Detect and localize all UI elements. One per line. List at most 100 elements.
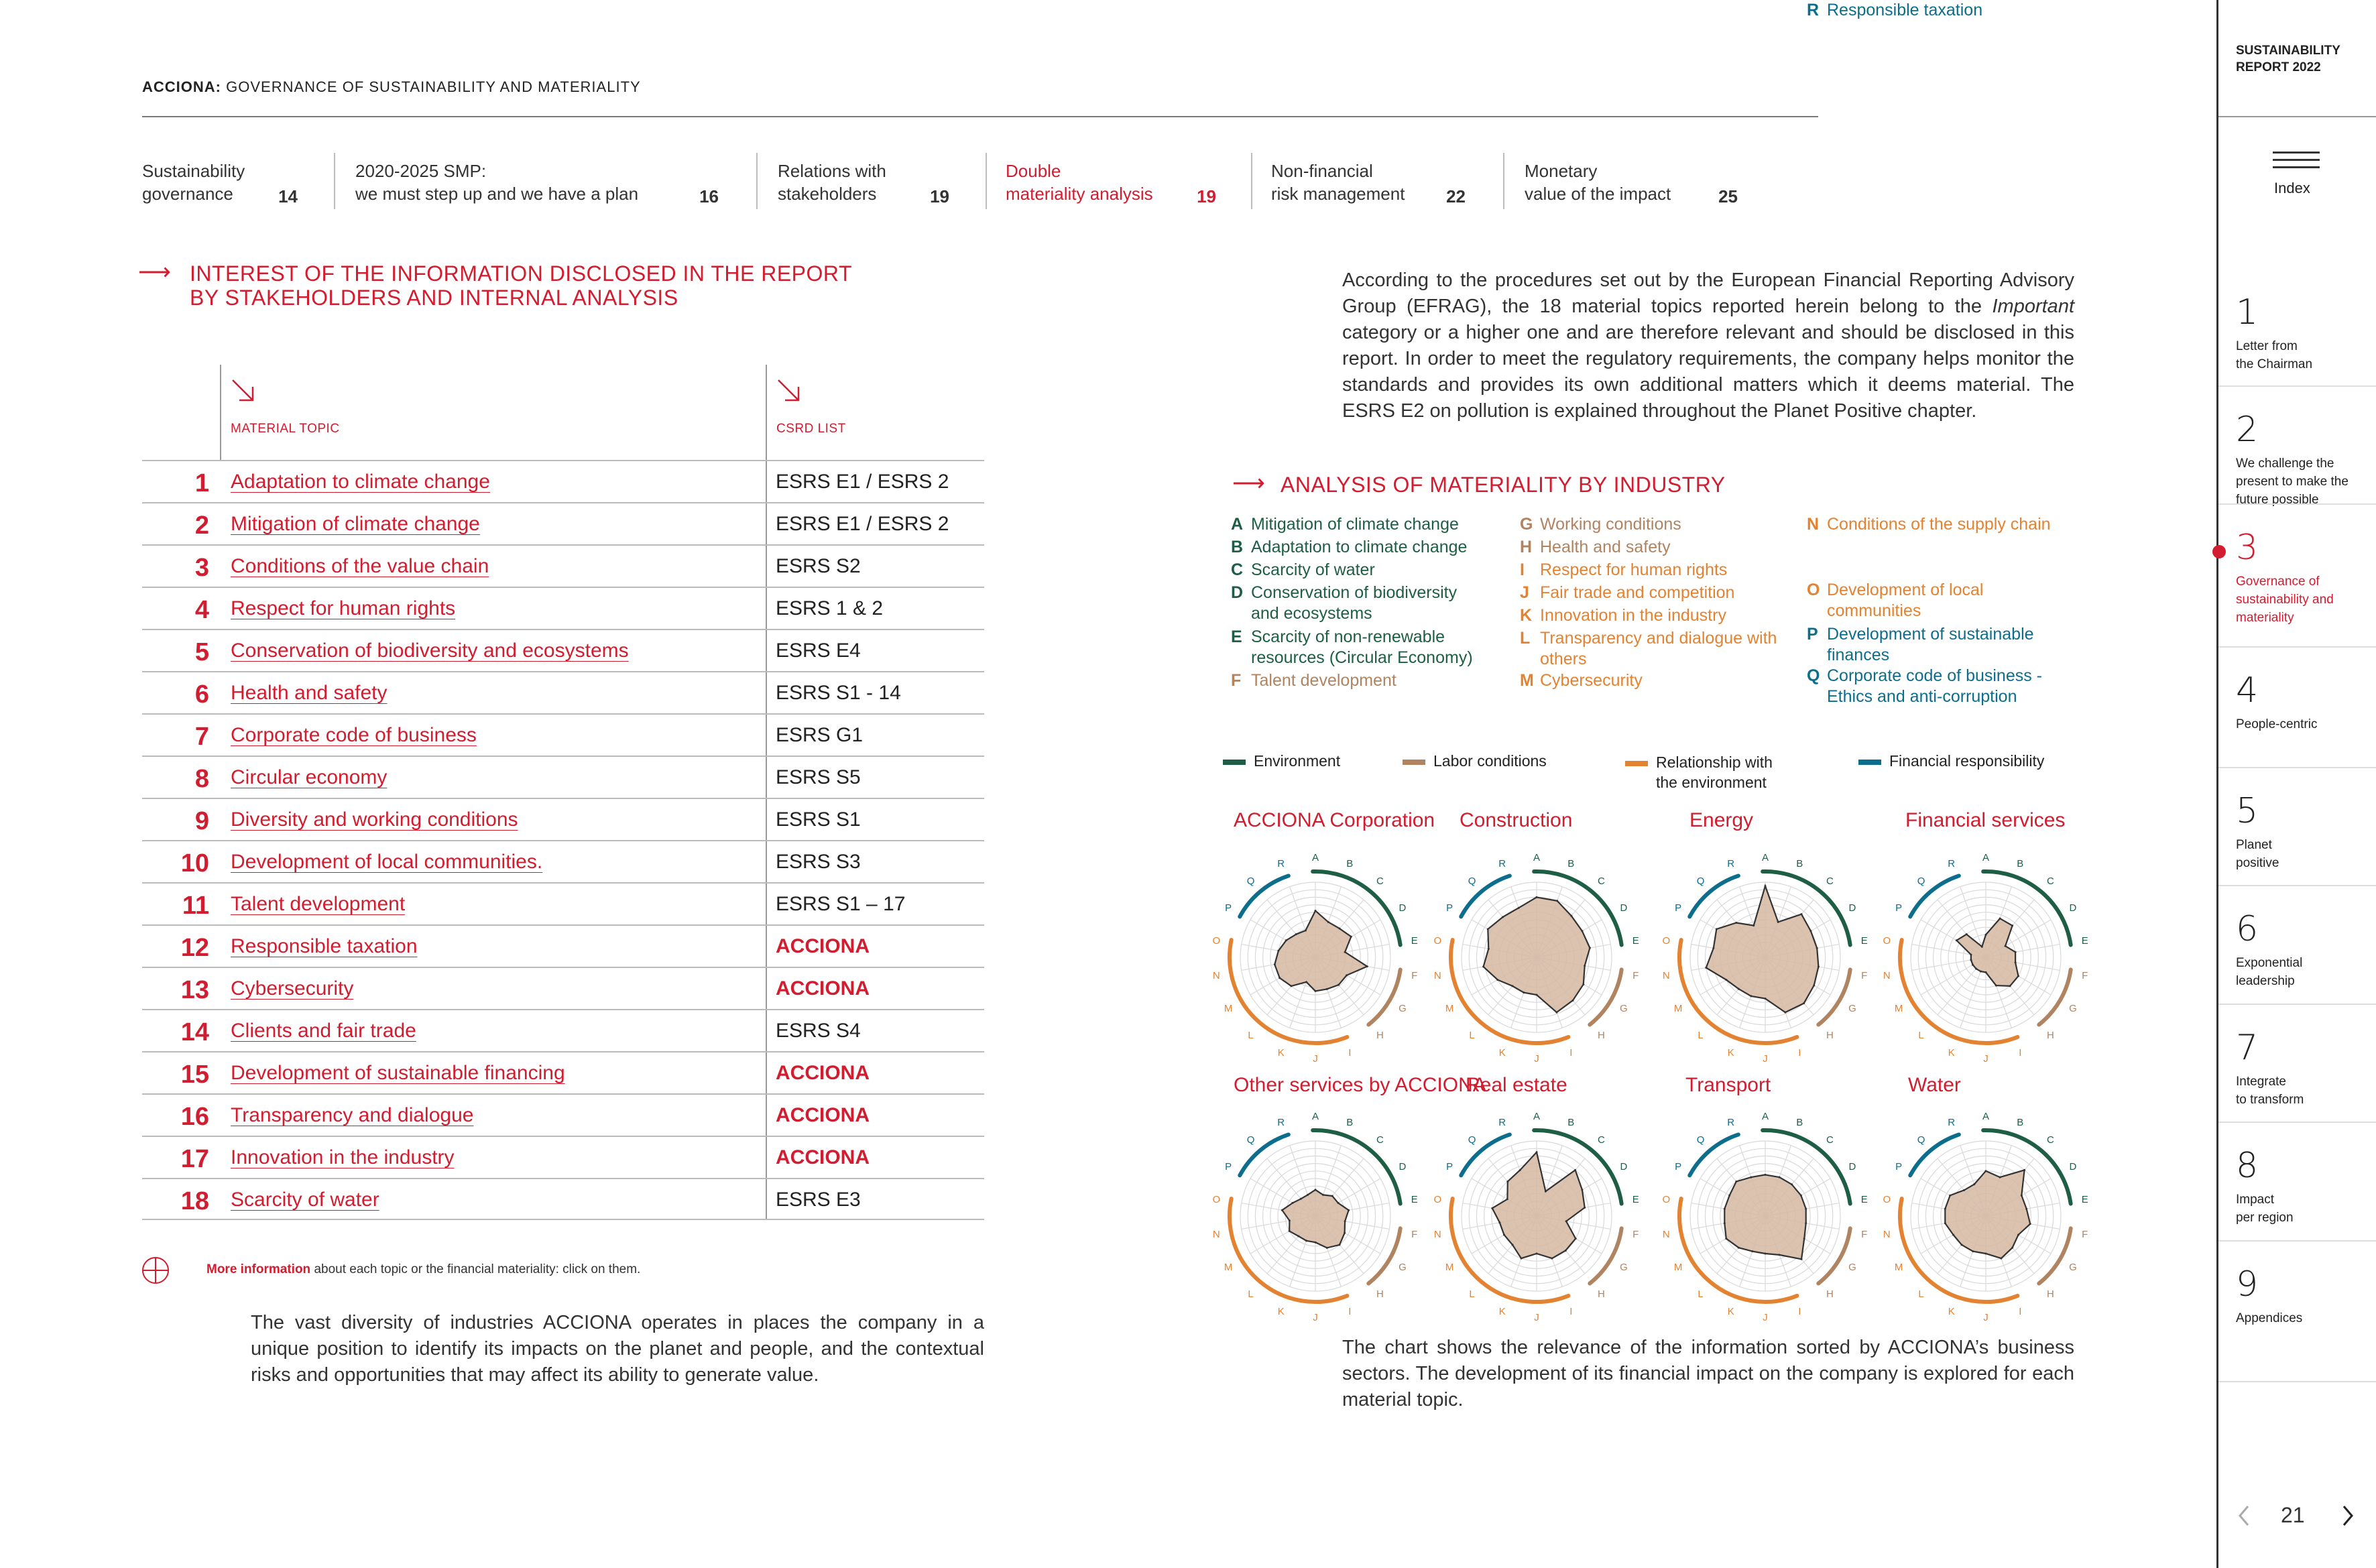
axis-label-f: F: [1411, 1229, 1417, 1240]
chevron-left-icon[interactable]: [2236, 1504, 2252, 1528]
nav-sustainability-governance[interactable]: Sustainability governance 14: [142, 161, 298, 206]
chart-title-corporation: ACCIONA Corporation: [1234, 809, 1435, 831]
axis-label-c: C: [1826, 876, 1834, 887]
category-arc-fin: [1238, 873, 1291, 919]
topic-link[interactable]: Development of local communities.: [231, 851, 543, 873]
chapter-number: 1: [2236, 292, 2259, 333]
topic-link[interactable]: Conservation of biodiversity and ecosyst…: [231, 640, 629, 662]
category-arc-env: [1311, 1128, 1403, 1206]
topic-link[interactable]: Circular economy: [231, 766, 388, 788]
radar-chart: A B C D E F G H I J K L M N O P Q R: [1212, 852, 1417, 1065]
category-arc-fin: [1687, 873, 1740, 919]
axis-label-o: O: [1212, 935, 1220, 947]
axis-label-c: C: [1376, 1134, 1384, 1146]
nav-smp[interactable]: 2020-2025 SMP: we must step up and we hav…: [355, 161, 719, 206]
radar-point-q: [1735, 1181, 1738, 1183]
nav-monetary-value[interactable]: Monetary value of the impact 25: [1525, 161, 1738, 206]
radar-point-q: [1735, 922, 1738, 924]
axis-label-p: P: [1675, 1161, 1681, 1172]
topic-link[interactable]: Corporate code of business: [231, 724, 477, 746]
axis-label-c: C: [2047, 876, 2054, 887]
radar-point-b: [1778, 1176, 1781, 1179]
radar-point-e: [2014, 951, 2017, 953]
category-arc-rel: [1228, 1197, 1350, 1304]
topic-link[interactable]: Talent development: [231, 893, 406, 915]
radar-point-c: [1800, 913, 1803, 916]
legend-text-cont: communities: [1827, 601, 1921, 620]
radar-point-f: [1805, 1222, 1807, 1225]
legend-item-p: P Development of sustainable finances: [1807, 624, 2034, 666]
page-header: ACCIONA: GOVERNANCE OF SUSTAINABILITY AN…: [142, 78, 641, 96]
table-row: 12 Responsible taxation ACCIONA: [142, 924, 984, 967]
index-button[interactable]: [2273, 152, 2320, 168]
axis-label-g: G: [1848, 1003, 1856, 1014]
radar-point-n: [1288, 1219, 1291, 1222]
topic-link[interactable]: Conditions of the value chain: [231, 555, 489, 577]
radar-point-b: [1999, 917, 2001, 920]
sidebar-rule: [2218, 503, 2376, 505]
brand: ACCIONA:: [142, 78, 221, 95]
table-row: 17 Innovation in the industry ACCIONA: [142, 1136, 984, 1178]
axis-label-r: R: [1498, 1117, 1506, 1128]
topic-link[interactable]: Clients and fair trade: [231, 1020, 416, 1042]
radar-point-n: [1705, 967, 1708, 969]
nav-relations-stakeholders[interactable]: Relations with stakeholders 19: [778, 161, 949, 206]
topic-link[interactable]: Health and safety: [231, 682, 388, 704]
legend-item-j: J Fair trade and competition: [1520, 583, 1734, 603]
nav-risk-management[interactable]: Non-financial risk management 22: [1271, 161, 1466, 206]
topic-link[interactable]: Diversity and working conditions: [231, 808, 518, 831]
radar-point-k: [1750, 995, 1753, 998]
radar-point-g: [1813, 984, 1816, 987]
axis-label-a: A: [1982, 1111, 1989, 1122]
topic-link[interactable]: Mitigation of climate change: [231, 513, 480, 535]
radar-point-j: [1764, 998, 1767, 1000]
radar-point-c: [2011, 924, 2014, 927]
axis-label-b: B: [2017, 858, 2023, 869]
axis-label-j: J: [1983, 1053, 1988, 1065]
axis-label-c: C: [1598, 876, 1605, 887]
topic-link[interactable]: Transparency and dialogue: [231, 1104, 474, 1126]
legend-text-cont: and ecosystems: [1251, 604, 1372, 623]
topic-number: 17: [180, 1145, 209, 1173]
axis-label-c: C: [1598, 1134, 1605, 1146]
topic-link[interactable]: Development of sustainable financing: [231, 1062, 565, 1084]
topic-number: 7: [194, 723, 209, 751]
radar-point-l: [1975, 967, 1978, 970]
radar-chart: A B C D E F G H I J K L M N O P Q R: [1212, 1111, 1417, 1323]
category-arc-rel: [1677, 1197, 1799, 1304]
table-row: 3 Conditions of the value chain ESRS S2: [142, 544, 984, 587]
crosshair-icon[interactable]: [141, 1256, 170, 1285]
legend-item-q: Q Corporate code of business - Ethics and …: [1807, 666, 2042, 707]
axis-label-e: E: [1411, 1194, 1418, 1205]
axis-label-a: A: [1762, 1111, 1769, 1122]
topic-link[interactable]: Responsible taxation: [231, 935, 418, 957]
axis-label-i: I: [2019, 1047, 2021, 1059]
topic-link[interactable]: Cybersecurity: [231, 977, 354, 1000]
radar-point-k: [1523, 991, 1525, 994]
chevron-right-icon[interactable]: [2340, 1504, 2356, 1528]
axis-label-q: Q: [1247, 1134, 1255, 1146]
radar-point-p: [1285, 939, 1287, 942]
sidebar-rule: [2218, 767, 2376, 768]
topic-link[interactable]: Adaptation to climate change: [231, 471, 490, 493]
axis-label-l: L: [1248, 1288, 1253, 1300]
more-information-link[interactable]: More information: [206, 1262, 311, 1276]
chapter-label: present to make the: [2236, 475, 2349, 489]
axis-label-i: I: [2019, 1306, 2021, 1317]
topic-number: 4: [194, 596, 209, 624]
legend-text: Development of sustainable: [1827, 625, 2034, 644]
topic-link[interactable]: Respect for human rights: [231, 597, 456, 619]
nav-double-materiality[interactable]: Double materiality analysis 19: [1006, 161, 1216, 206]
radar-point-m: [1503, 1233, 1506, 1236]
radar-point-g: [1582, 983, 1585, 985]
axis-label-q: Q: [1468, 1134, 1476, 1146]
axis-label-b: B: [1567, 858, 1574, 869]
sidebar-rule: [2218, 1240, 2376, 1242]
axis-label-r: R: [1948, 1117, 1955, 1128]
topic-link[interactable]: Scarcity of water: [231, 1189, 379, 1211]
radar-point-i: [2000, 1257, 2003, 1260]
legend-item-b: B Adaptation to climate change: [1231, 537, 1467, 558]
chapter-label: materiality: [2236, 611, 2294, 625]
menu-icon: [2273, 152, 2320, 154]
topic-link[interactable]: Innovation in the industry: [231, 1146, 455, 1168]
